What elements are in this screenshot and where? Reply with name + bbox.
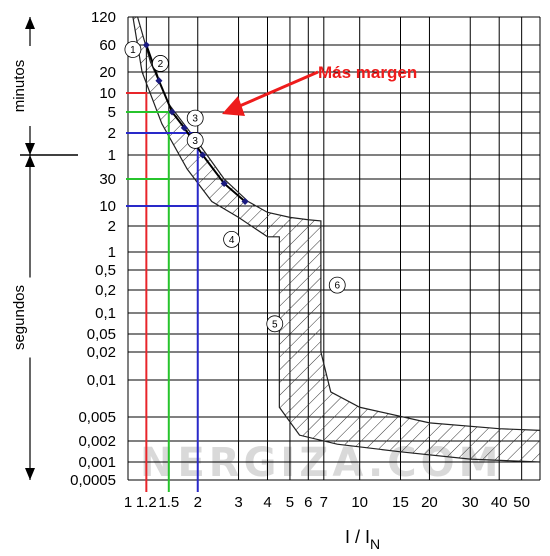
x-tick-label: 7 bbox=[320, 494, 328, 511]
y-tick-label: 0,005 bbox=[78, 409, 116, 426]
curve-label: 5 bbox=[266, 315, 284, 333]
svg-text:2: 2 bbox=[158, 59, 164, 70]
y-tick-label: 5 bbox=[108, 104, 116, 121]
x-tick-label: 3 bbox=[234, 494, 242, 511]
series-point bbox=[155, 77, 163, 85]
y-tick-label: 2 bbox=[108, 218, 116, 235]
reference-line bbox=[126, 92, 148, 492]
y-tick-label: 0,01 bbox=[87, 372, 116, 389]
y-tick-label: 20 bbox=[99, 64, 116, 81]
y-tick-label: 0,0005 bbox=[70, 472, 116, 489]
x-tick-label: 20 bbox=[421, 494, 438, 511]
y-tick-label: 0,002 bbox=[78, 433, 116, 450]
y-tick-label: 10 bbox=[99, 85, 116, 102]
trip-curve bbox=[142, 41, 249, 206]
y-tick-label: 60 bbox=[99, 37, 116, 54]
x-tick-label: 40 bbox=[491, 494, 508, 511]
y-tick-label: 0,05 bbox=[87, 326, 116, 343]
x-tick-label: 1 bbox=[124, 494, 132, 511]
annotation-arrowhead bbox=[222, 96, 245, 116]
series-point bbox=[241, 197, 249, 206]
svg-text:1: 1 bbox=[130, 45, 136, 56]
curve-label: 3 bbox=[186, 132, 204, 149]
y-tick-label: 1 bbox=[108, 147, 116, 164]
y-tick-label: 0,2 bbox=[95, 282, 116, 299]
annotation-text: Más margen bbox=[318, 63, 417, 82]
curve-label: 2 bbox=[152, 55, 169, 72]
tolerance-band bbox=[132, 16, 541, 463]
series-point bbox=[220, 179, 228, 188]
y-tick-label: 2 bbox=[108, 125, 116, 142]
x-tick-label: 50 bbox=[513, 494, 530, 511]
curve-label: 3 bbox=[186, 109, 204, 127]
curve-label: 1 bbox=[124, 41, 142, 58]
x-axis-label: I / IN bbox=[345, 527, 380, 552]
y-group-0: minutos bbox=[11, 17, 35, 155]
curve-labels: 1 2 3 3 4 5 6 bbox=[124, 41, 346, 333]
y-tick-label: 0,02 bbox=[87, 344, 116, 361]
annotation: Más margen bbox=[222, 63, 417, 116]
x-tick-label: 1.5 bbox=[158, 494, 179, 511]
y-group-1: segundos bbox=[11, 155, 35, 480]
x-tick-label: 5 bbox=[286, 494, 294, 511]
x-tick-label: 4 bbox=[263, 494, 271, 511]
y-tick-label: 30 bbox=[99, 171, 116, 188]
y-tick-label: 0,5 bbox=[95, 262, 116, 279]
curve-label: 6 bbox=[328, 276, 346, 294]
y-tick-label: 10 bbox=[99, 198, 116, 215]
x-tick-label: 2 bbox=[194, 494, 202, 511]
svg-text:5: 5 bbox=[272, 319, 278, 330]
x-tick-label: 15 bbox=[392, 494, 409, 511]
x-tick-label: 6 bbox=[304, 494, 312, 511]
y-axis-groups: minutos segundos bbox=[11, 17, 78, 480]
series-point bbox=[168, 108, 176, 116]
svg-text:4: 4 bbox=[229, 235, 235, 246]
curve-label: 4 bbox=[223, 230, 241, 248]
y-group-label: segundos bbox=[11, 285, 28, 350]
band-area bbox=[132, 16, 541, 463]
y-tick-label: 0,001 bbox=[78, 454, 116, 471]
y-tick-label: 120 bbox=[91, 9, 116, 26]
series-point bbox=[142, 41, 150, 49]
svg-text:3: 3 bbox=[192, 136, 198, 147]
x-axis-ticks: 1 1.2 1.5 2 3 4 5 6 7 10 15 20 30 40 50 bbox=[124, 494, 530, 511]
reference-line bbox=[126, 111, 170, 492]
y-group-label: minutos bbox=[11, 60, 28, 113]
annotation-arrow bbox=[234, 70, 319, 110]
svg-text:6: 6 bbox=[334, 281, 340, 292]
y-tick-label: 1 bbox=[108, 244, 116, 261]
x-tick-label: 30 bbox=[462, 494, 479, 511]
x-tick-label: 10 bbox=[351, 494, 368, 511]
series-point bbox=[199, 151, 207, 159]
series-point bbox=[180, 124, 188, 132]
svg-text:3: 3 bbox=[192, 114, 198, 125]
x-tick-label: 1.2 bbox=[136, 494, 157, 511]
y-axis-ticks: 1206020105213010210,50,20,10,050,020,010… bbox=[70, 9, 116, 489]
y-tick-label: 0,1 bbox=[95, 305, 116, 322]
